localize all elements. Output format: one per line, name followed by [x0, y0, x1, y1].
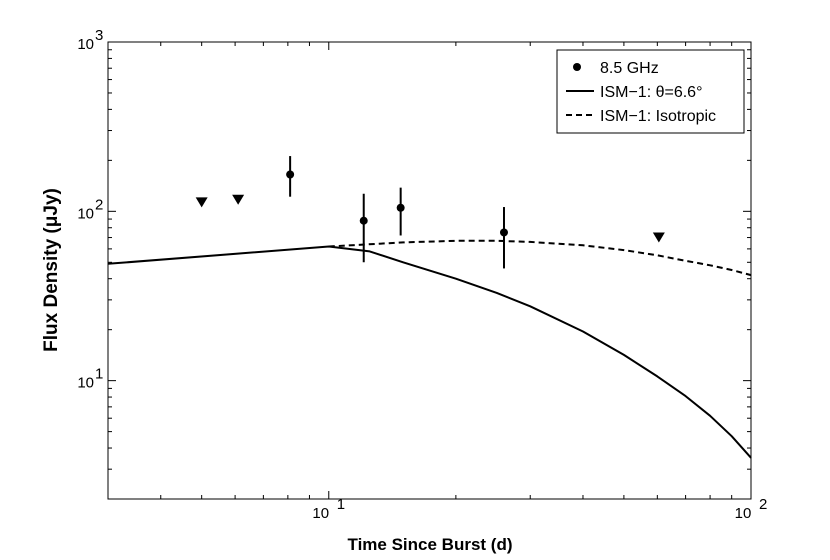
legend-dot-marker — [573, 63, 581, 71]
data-point — [286, 170, 295, 179]
isotropic-model-line — [328, 239, 752, 277]
data-point — [359, 216, 368, 225]
upper-limit-marker — [652, 232, 665, 243]
upper-limit-marker — [232, 194, 245, 205]
jet-model-line — [107, 245, 752, 459]
x-tick-label-exponent: 2 — [759, 496, 767, 513]
y-tick-label: 10 — [77, 205, 94, 222]
legend-label-points: 8.5 GHz — [600, 60, 659, 77]
series-layer — [107, 156, 752, 459]
y-tick-label-exponent: 1 — [95, 366, 103, 383]
x-tick-label: 10 — [312, 505, 329, 522]
data-point — [499, 228, 508, 237]
y-tick-label-exponent: 3 — [95, 27, 103, 44]
upper-limit-marker — [195, 197, 208, 208]
x-tick-label-exponent: 1 — [337, 496, 345, 513]
y-axis-title: Flux Density (μJy) — [41, 188, 62, 352]
y-tick-label: 10 — [77, 375, 94, 392]
y-tick-label-exponent: 2 — [95, 196, 103, 213]
data-point — [396, 203, 405, 212]
x-tick-label: 10 — [735, 505, 752, 522]
legend-label-isotropic-model: ISM−1: Isotropic — [600, 108, 716, 125]
y-tick-label: 10 — [77, 36, 94, 53]
legend: 8.5 GHz ISM−1: θ=6.6° ISM−1: Isotropic — [556, 49, 745, 134]
x-axis-title: Time Since Burst (d) — [348, 535, 513, 554]
legend-label-jet-model: ISM−1: θ=6.6° — [600, 84, 702, 101]
